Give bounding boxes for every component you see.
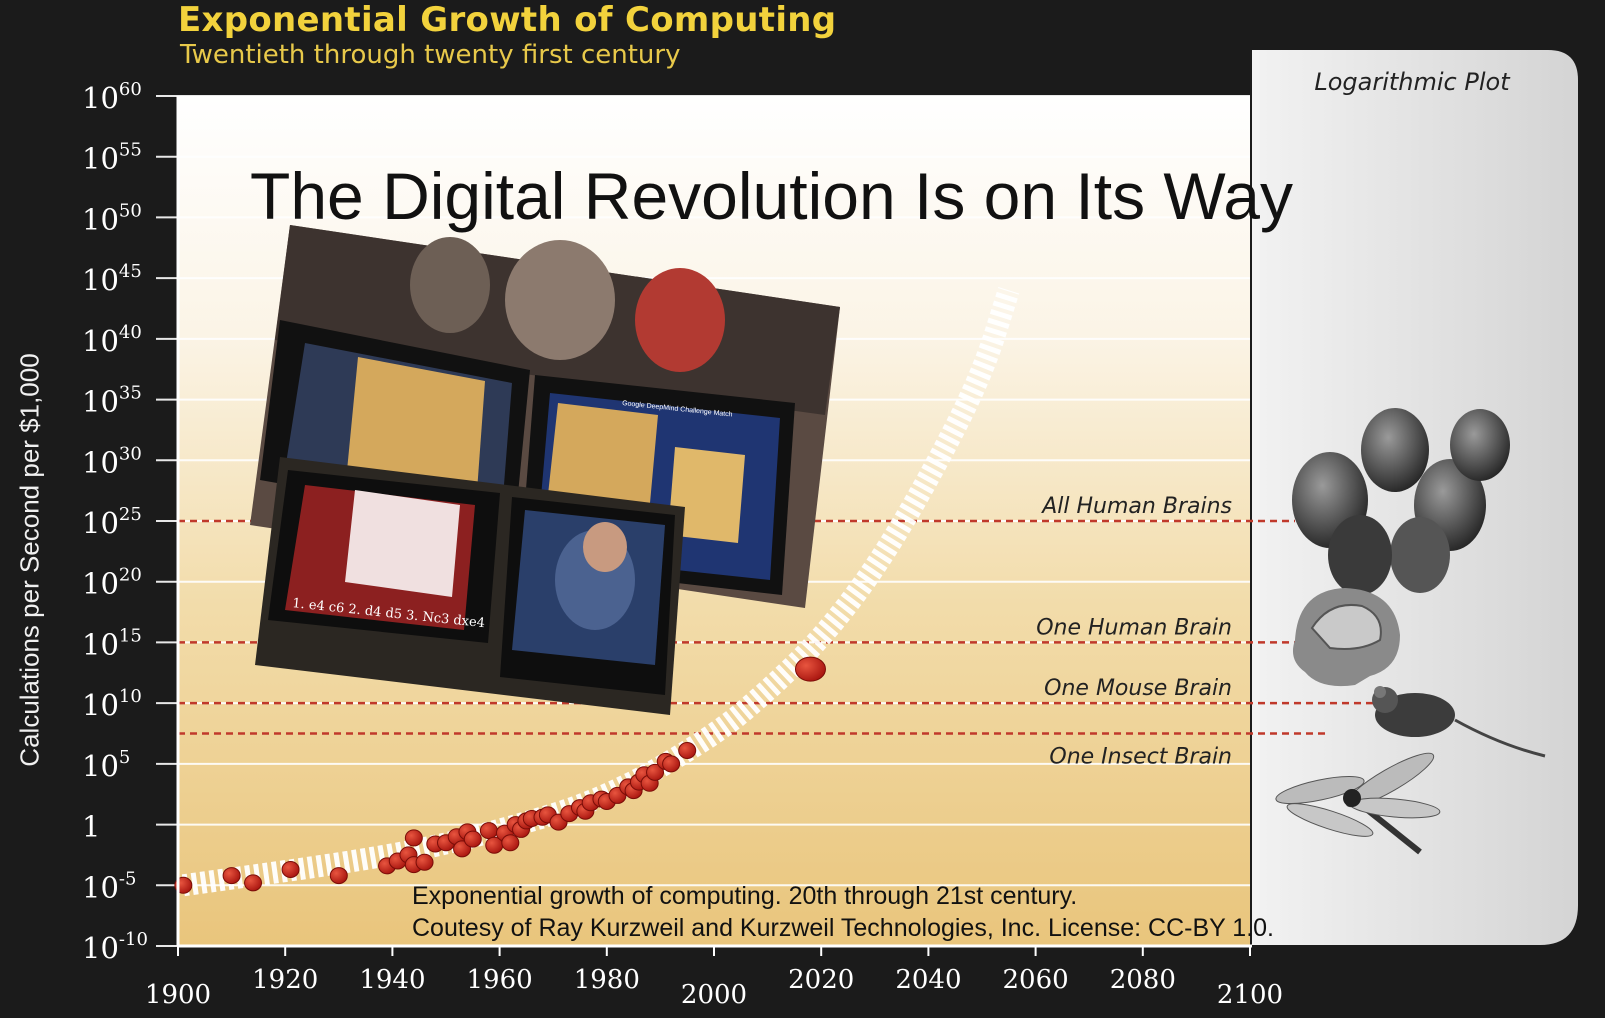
y-tick-label: 1040 <box>82 322 142 358</box>
y-tick-label: 1 <box>82 810 100 844</box>
x-tick-label: 1980 <box>574 965 640 995</box>
y-tick-labels: 1060 1055 1050 1045 1040 1035 1030 1025 1020 1015… <box>82 79 148 965</box>
caption-line-1: Exponential growth of computing. 20th th… <box>412 882 1078 910</box>
chart-title: Exponential Growth of Computing <box>178 0 837 40</box>
x-tick-label: 2060 <box>1003 965 1069 995</box>
data-point <box>479 822 498 840</box>
data-points <box>174 656 826 894</box>
data-point <box>329 867 348 885</box>
y-tick-label: 1015 <box>82 625 142 661</box>
x-tick-label: 1960 <box>467 965 533 995</box>
overlay-title: The Digital Revolution Is on Its Way <box>250 159 1293 233</box>
data-point <box>463 830 482 848</box>
data-point <box>501 834 520 852</box>
human-heads-icon <box>1292 408 1510 595</box>
y-tick-label: 1030 <box>82 443 142 479</box>
x-tick-label: 1920 <box>252 965 318 995</box>
y-tick-label: 1050 <box>82 200 142 236</box>
dragonfly-icon <box>1275 752 1441 855</box>
data-point <box>281 861 300 878</box>
x-tick-label: 2080 <box>1110 965 1176 995</box>
data-point <box>244 874 263 892</box>
y-tick-label: 10-5 <box>82 868 136 904</box>
y-tick-label: 105 <box>82 747 130 783</box>
chess-match-photo: 1. e4 c6 2. d4 d5 3. Nc3 dxe4 <box>255 457 685 715</box>
threshold-label: One Human Brain <box>1036 615 1232 640</box>
data-point <box>415 853 434 871</box>
threshold-label: All Human Brains <box>1040 494 1232 519</box>
brain-head-icon <box>1292 588 1400 687</box>
x-tick-labels: 1900 1920 1940 1960 1980 2000 2020 2040 2060 2080… <box>145 946 1283 1010</box>
y-tick-label: 10-10 <box>82 929 148 965</box>
x-tick-label: 2000 <box>681 980 747 1010</box>
threshold-label: One Mouse Brain <box>1044 676 1232 701</box>
trend-band <box>181 286 1020 897</box>
caption: Exponential growth of computing. 20th th… <box>412 880 1274 944</box>
highlight-point <box>794 656 826 682</box>
data-point <box>646 763 665 781</box>
x-tick-label: 1900 <box>145 980 211 1010</box>
x-tick-label: 1940 <box>359 965 425 995</box>
y-tick-label: 1010 <box>82 686 142 722</box>
y-tick-label: 1055 <box>82 140 142 176</box>
logarithmic-plot-label: Logarithmic Plot <box>1314 68 1511 96</box>
photo-collage: Google DeepMind Challenge Match 1. e4 c6… <box>250 225 840 715</box>
y-tick-label: 1060 <box>82 79 142 115</box>
threshold-label: One Insect Brain <box>1049 745 1232 770</box>
chart-subtitle: Twentieth through twenty first century <box>180 40 681 70</box>
mouse-icon <box>1372 686 1546 758</box>
data-point <box>404 829 423 847</box>
data-point <box>678 742 697 759</box>
x-tick-label: 2100 <box>1217 980 1283 1010</box>
y-axis-label: Calculations per Second per $1,000 <box>14 353 45 767</box>
y-tick-label: 1020 <box>82 565 142 601</box>
data-point <box>222 867 241 885</box>
x-tick-label: 2020 <box>788 965 854 995</box>
y-tick-label: 1035 <box>82 383 142 419</box>
x-tick-label: 2040 <box>895 965 961 995</box>
y-tick-label: 1025 <box>82 504 142 540</box>
trend-line <box>181 286 1020 897</box>
data-point <box>662 755 681 773</box>
caption-line-2: Coutesy of Ray Kurzweil and Kurzweil Tec… <box>412 914 1274 942</box>
y-tick-label: 1045 <box>82 261 142 297</box>
